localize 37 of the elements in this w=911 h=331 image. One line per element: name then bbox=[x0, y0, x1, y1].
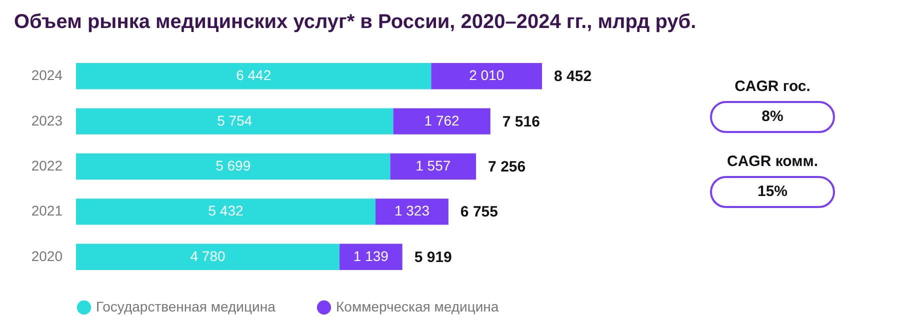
data-label: 5 754 bbox=[217, 112, 252, 128]
text: CAGR гос. bbox=[734, 78, 812, 95]
bar bbox=[76, 63, 432, 90]
rounded-frame: 15% bbox=[710, 176, 835, 208]
rounded-frame: 8% bbox=[710, 101, 835, 133]
bar bbox=[76, 198, 376, 225]
bar bbox=[393, 108, 490, 134]
y-tick-label: 2024 bbox=[31, 67, 63, 84]
data-label: 6 442 bbox=[236, 67, 272, 84]
bar bbox=[76, 108, 394, 134]
data-label: 1 762 bbox=[424, 112, 460, 128]
total-label: 7 516 bbox=[502, 113, 540, 130]
y-tick-label: 2022 bbox=[31, 158, 63, 174]
bar bbox=[76, 244, 340, 270]
text: CAGR комм. bbox=[726, 153, 819, 170]
total-label: 7 256 bbox=[488, 158, 526, 176]
legend-label: Коммерческая медицина bbox=[336, 298, 499, 314]
bar bbox=[431, 63, 542, 90]
y-tick-label: 2020 bbox=[31, 248, 63, 264]
bar bbox=[375, 198, 448, 225]
y-tick-label: 2023 bbox=[31, 112, 63, 128]
bar bbox=[390, 153, 476, 180]
data-label: 5 432 bbox=[208, 202, 244, 219]
data-label: 2 010 bbox=[469, 67, 504, 84]
bar bbox=[340, 244, 402, 270]
y-tick-label: 2021 bbox=[31, 202, 63, 219]
legend-label: Государственная медицина bbox=[96, 298, 276, 314]
chart-title: Объем рынка медицинских услуг* в России, 2020–2024 гг., млрд руб. bbox=[14, 11, 696, 33]
total-label: 6 755 bbox=[460, 204, 498, 221]
data-label: 5 699 bbox=[216, 158, 251, 174]
data-label: 1 557 bbox=[416, 158, 451, 174]
total-label: 8 452 bbox=[554, 68, 592, 86]
data-label: 1 139 bbox=[353, 248, 389, 264]
bar bbox=[76, 153, 390, 180]
total-label: 5 919 bbox=[414, 248, 452, 266]
data-label: 1 323 bbox=[394, 202, 430, 219]
data-label: 4 780 bbox=[190, 248, 226, 264]
